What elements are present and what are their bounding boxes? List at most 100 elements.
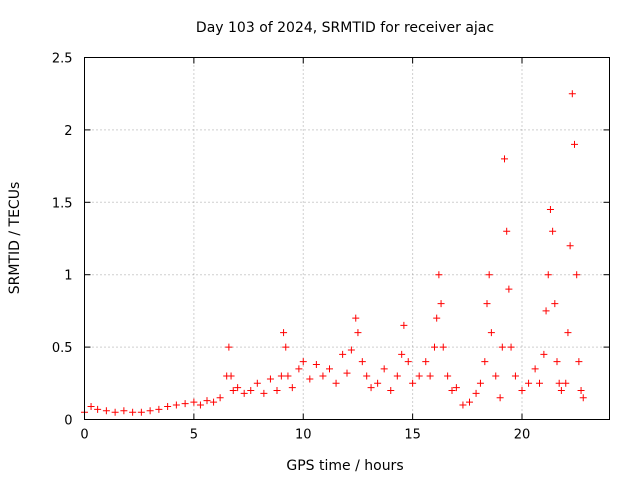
x-tick-label: 10 — [295, 428, 312, 443]
y-tick-label: 0.5 — [52, 341, 73, 356]
data-point — [240, 389, 248, 397]
data-point — [444, 372, 452, 380]
data-point — [492, 372, 500, 380]
data-point — [326, 365, 333, 373]
data-point — [544, 271, 552, 279]
data-point — [496, 394, 504, 402]
data-point — [358, 358, 366, 366]
data-point — [485, 271, 493, 279]
data-point — [367, 384, 375, 392]
data-point — [155, 405, 163, 413]
data-point — [295, 365, 303, 373]
data-point — [203, 397, 211, 405]
data-point — [288, 384, 296, 392]
axis-ticks: 0 5 10 15 20 0 0.5 1 1.5 2 2.5 — [52, 52, 610, 443]
data-point — [172, 401, 180, 409]
y-tick-label: 0 — [64, 414, 72, 429]
data-point — [426, 372, 434, 380]
chart-title: Day 103 of 2024, SRMTID for receiver aja… — [196, 20, 494, 36]
grid — [84, 57, 610, 420]
data-point — [347, 346, 355, 354]
data-point — [555, 379, 563, 387]
y-tick-label: 2.5 — [52, 52, 73, 67]
data-point — [549, 227, 557, 235]
data-point — [448, 387, 456, 395]
data-point — [459, 401, 467, 409]
data-point — [579, 394, 587, 402]
data-point — [511, 372, 519, 380]
y-tick-label: 2 — [64, 124, 72, 139]
x-tick-label: 0 — [80, 428, 88, 443]
data-point — [247, 387, 255, 395]
data-point — [312, 360, 320, 368]
data-point — [196, 401, 204, 409]
data-point — [354, 329, 362, 337]
data-point — [435, 271, 443, 279]
data-point — [404, 358, 412, 366]
data-point — [481, 358, 489, 366]
data-point — [546, 206, 554, 214]
data-point — [280, 329, 288, 337]
data-point — [431, 343, 438, 351]
data-point — [507, 343, 515, 351]
data-point — [452, 384, 460, 392]
data-point — [260, 389, 268, 397]
x-tick-label: 5 — [190, 428, 198, 443]
x-tick-label: 15 — [404, 428, 421, 443]
data-point — [536, 379, 543, 387]
data-point — [551, 300, 559, 308]
data-point — [164, 402, 172, 410]
data-point — [501, 155, 508, 163]
data-point — [575, 358, 583, 366]
data-point — [277, 372, 285, 380]
data-point — [299, 358, 307, 366]
data-point — [229, 387, 237, 395]
data-point — [498, 343, 506, 351]
x-axis-label: GPS time / hours — [286, 458, 403, 474]
data-point — [387, 387, 395, 395]
data-point — [483, 300, 491, 308]
data-point — [476, 379, 484, 387]
data-point — [282, 343, 290, 351]
data-point — [352, 314, 360, 322]
data-point — [433, 314, 441, 322]
data-point — [566, 242, 574, 250]
data-point — [137, 408, 145, 416]
data-point — [181, 400, 189, 408]
data-point — [518, 387, 526, 395]
data-point — [525, 379, 533, 387]
data-point — [319, 372, 327, 380]
data-points — [81, 90, 587, 416]
plot-frame — [84, 57, 610, 420]
data-point — [564, 329, 572, 337]
data-point — [542, 307, 550, 315]
data-point — [332, 379, 340, 387]
data-point — [553, 358, 561, 366]
data-point — [568, 90, 576, 98]
data-point — [253, 379, 261, 387]
data-point — [437, 300, 445, 308]
data-point — [466, 398, 473, 406]
data-point — [393, 372, 401, 380]
data-point — [234, 384, 242, 392]
data-point — [400, 321, 408, 329]
y-axis-label: SRMTID / TECUs — [7, 182, 23, 295]
data-point — [531, 365, 539, 373]
data-point — [339, 350, 347, 358]
data-point — [111, 408, 119, 416]
data-point — [562, 379, 570, 387]
data-point — [94, 405, 102, 413]
data-point — [398, 350, 406, 358]
y-tick-label: 1 — [64, 269, 72, 284]
data-point — [557, 387, 565, 395]
data-point — [225, 343, 233, 351]
data-point — [472, 389, 480, 397]
data-point — [503, 227, 511, 235]
data-point — [487, 329, 495, 337]
data-point — [577, 387, 585, 395]
data-point — [227, 372, 235, 380]
data-point — [266, 375, 274, 383]
data-point — [374, 379, 382, 387]
data-point — [129, 408, 137, 416]
